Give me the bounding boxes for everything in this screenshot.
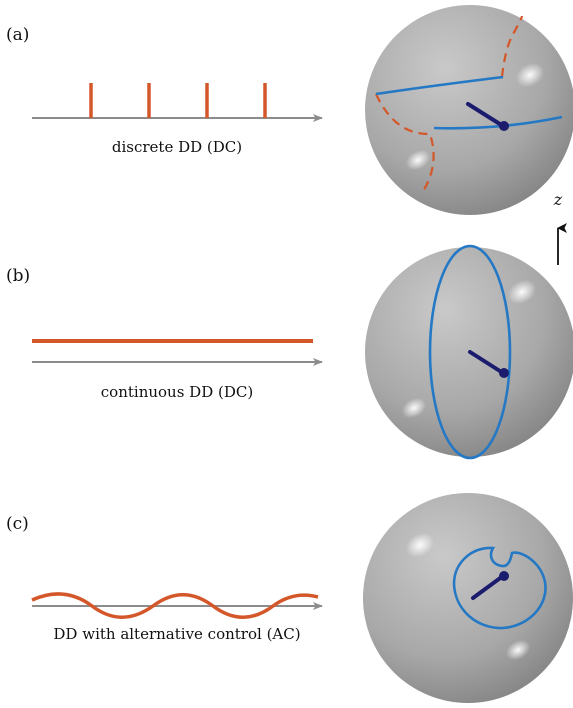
- panel-c-trajectory: [452, 546, 547, 630]
- panel-a-bloch-sphere: [365, 5, 573, 215]
- panel-b-trajectory: [428, 244, 512, 460]
- panel-b-bloch-sphere: [365, 244, 573, 460]
- panel-b-state-vector: [468, 350, 509, 378]
- panel-a-state-vector: [466, 102, 509, 131]
- panel-a-dashed-pulse-back: [500, 15, 524, 78]
- panel-b: (b) continuous DD (DC): [6, 244, 573, 460]
- panel-a-control-pulses: [89, 83, 267, 118]
- panel-c-caption: DD with alternative control (AC): [53, 625, 300, 643]
- panel-b-caption: continuous DD (DC): [101, 383, 253, 401]
- panel-c: (c) DD with alternative control (AC): [6, 493, 573, 703]
- panel-a-trajectory: [375, 75, 563, 130]
- panel-c-control-oscillating: [31, 592, 319, 619]
- panel-b-label: (b): [6, 266, 30, 286]
- panel-a-caption: discrete DD (DC): [112, 138, 242, 156]
- panel-c-label: (c): [6, 514, 29, 534]
- panel-a-dashed-pulse-front: [375, 93, 435, 194]
- z-axis-label: z: [553, 190, 563, 209]
- panel-c-bloch-sphere: [363, 493, 573, 703]
- panel-a-label: (a): [6, 25, 29, 45]
- panel-a: (a) discrete DD (DC): [6, 5, 573, 215]
- panel-c-state-vector: [471, 571, 509, 600]
- z-axis-indicator: z: [553, 190, 567, 265]
